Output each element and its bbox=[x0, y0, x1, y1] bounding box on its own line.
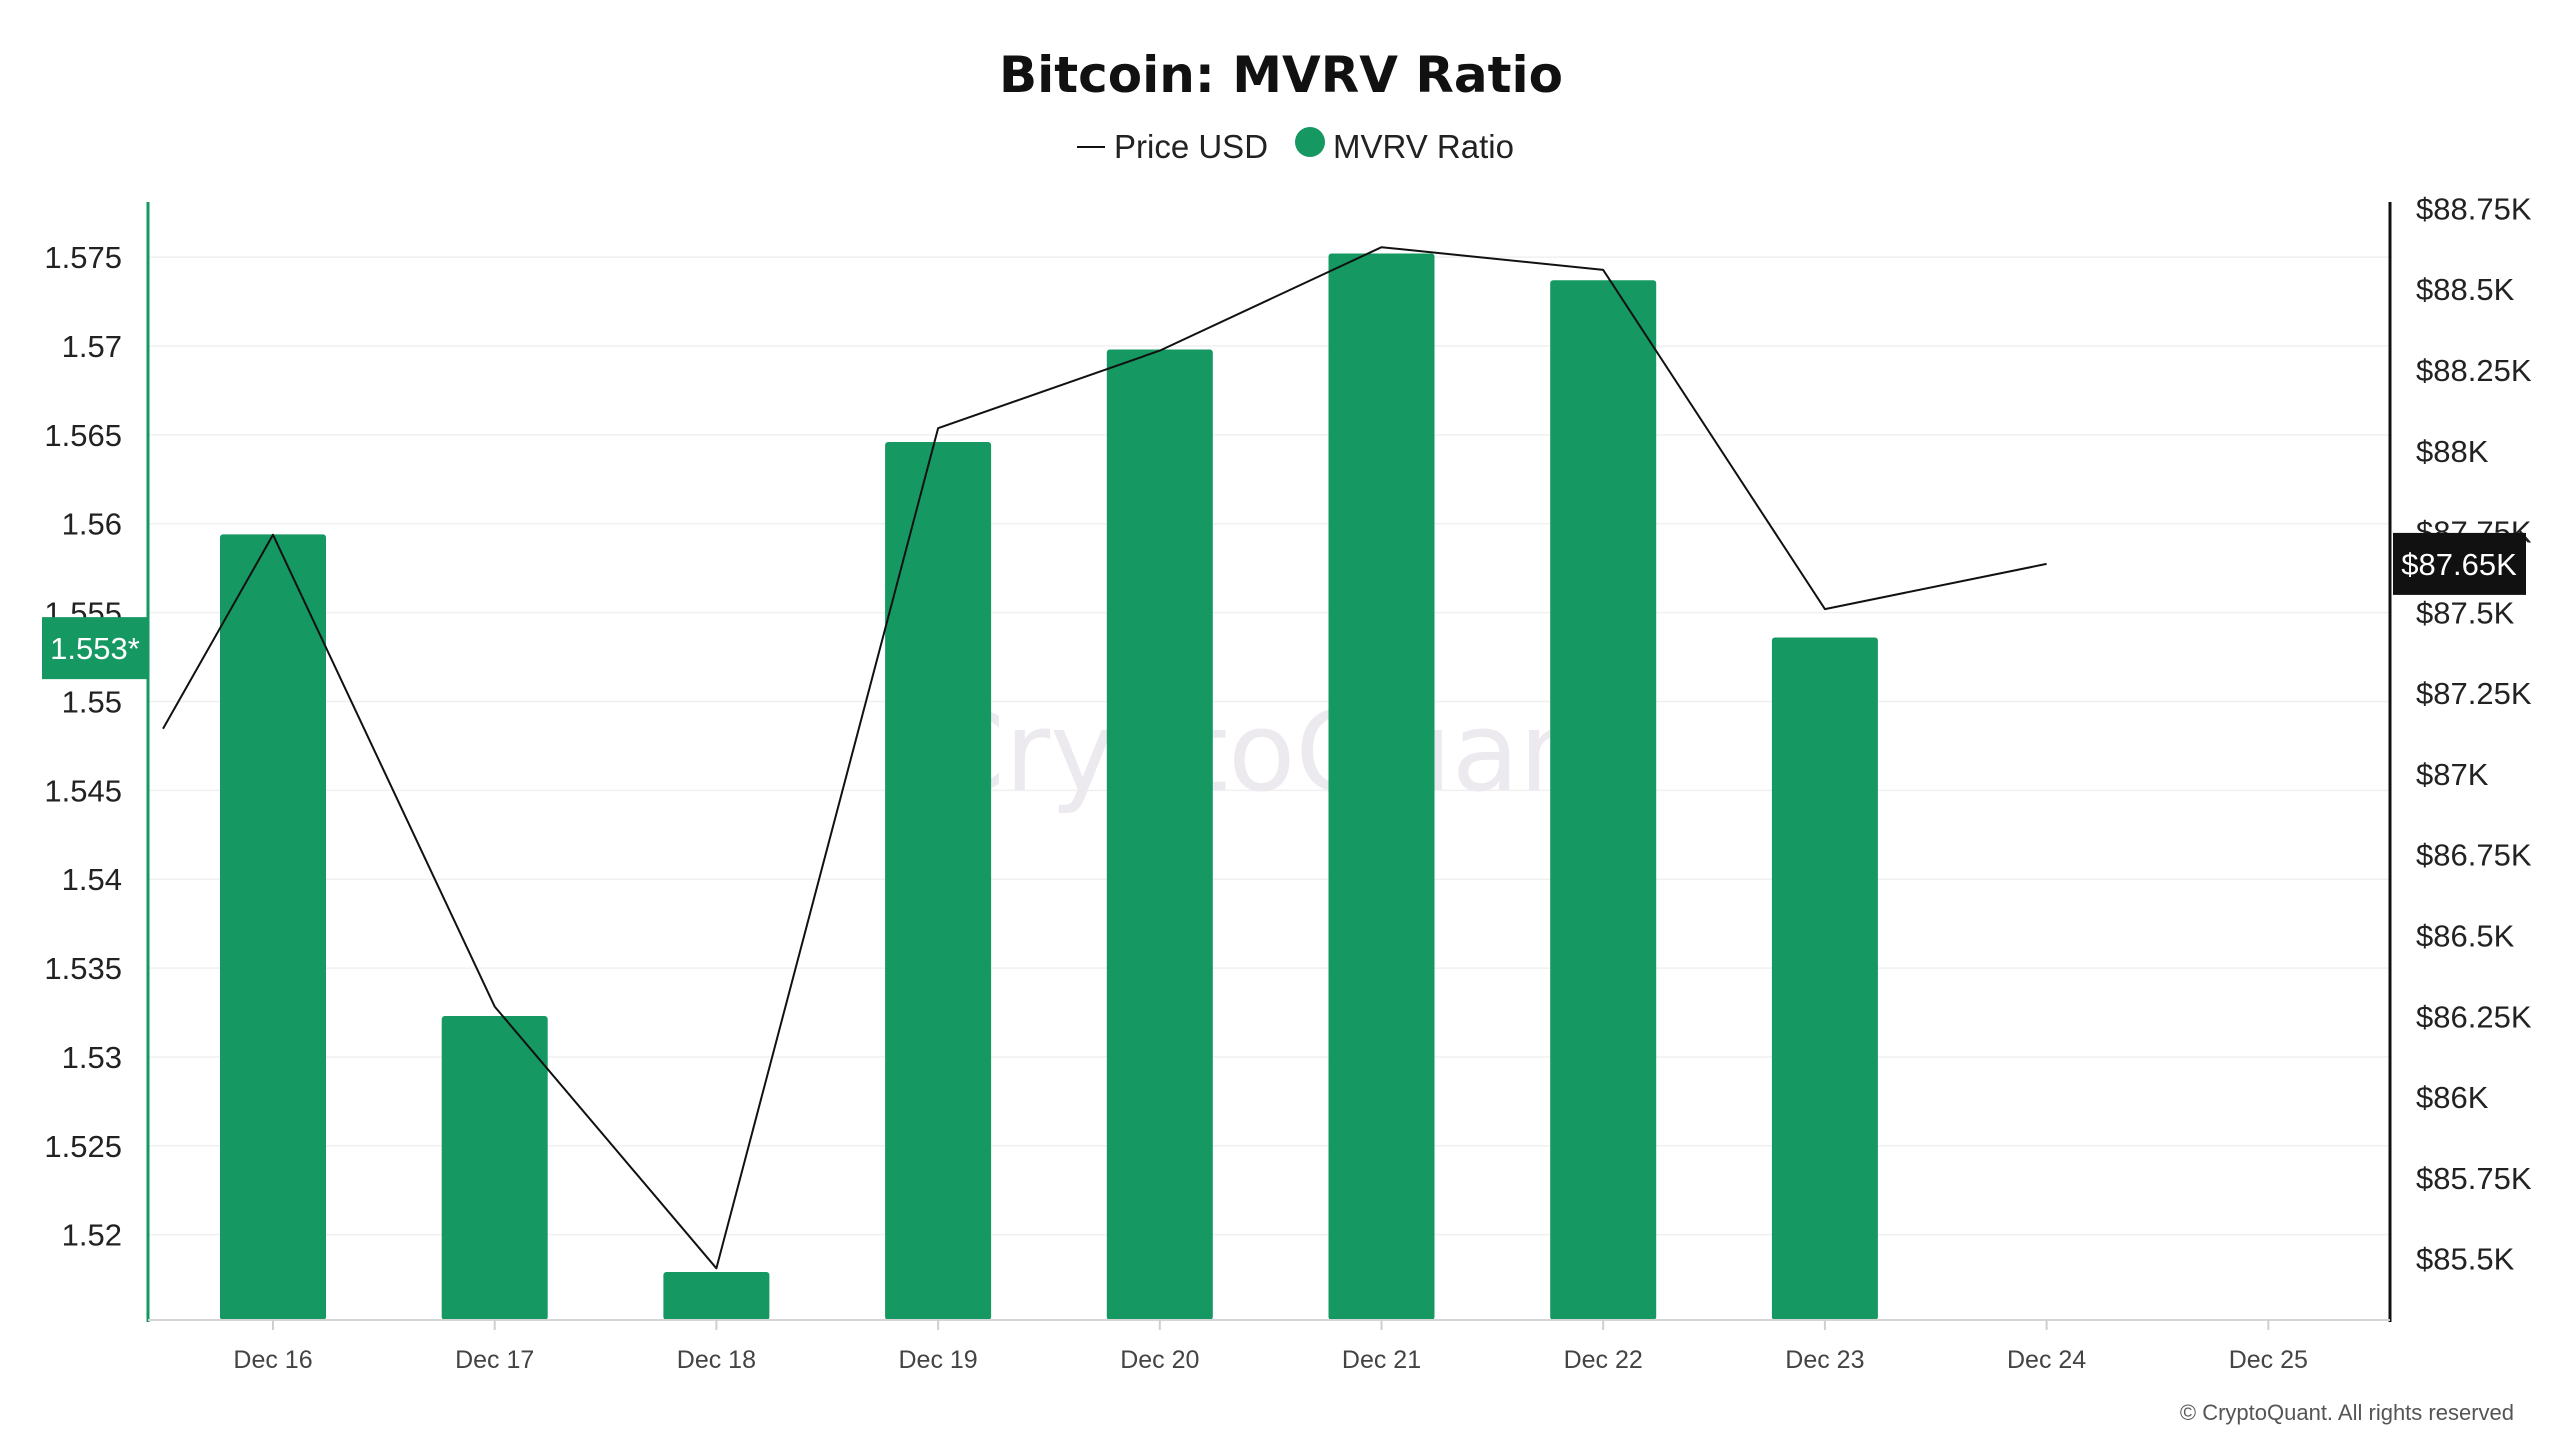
mvrv-bar-dec-23 bbox=[1771, 637, 1878, 1320]
axes-layer bbox=[146, 202, 2392, 1322]
x-tick-label: Dec 23 bbox=[1785, 1346, 1864, 1374]
left-current-value-flag bbox=[42, 617, 148, 680]
right-tick-label: $87K bbox=[2416, 757, 2489, 792]
right-current-value-label: $87.65K bbox=[2401, 547, 2517, 582]
mvrv-bar-dec-19 bbox=[885, 441, 992, 1321]
mvrv-bar-dec-22 bbox=[1550, 280, 1657, 1320]
right-axis-ticks: $85.5K $85.75K $86K $86.25K $86.5K $86.75K $87… bbox=[2416, 191, 2532, 1276]
left-tick-label: 1.56 bbox=[62, 507, 122, 542]
mvrv-bar-dec-18 bbox=[663, 1272, 770, 1320]
left-axis-ticks: 1.521.5251.531.5351.541.5451.551.5551.56… bbox=[44, 240, 122, 1253]
right-tick-label: $87.25K bbox=[2416, 676, 2532, 711]
price-usd-line bbox=[162, 246, 2047, 1270]
right-current-value-flag bbox=[2393, 532, 2526, 595]
right-tick-label: $88K bbox=[2416, 434, 2489, 469]
legend-price-label[interactable]: Price USD bbox=[1114, 128, 1268, 165]
left-tick-label: 1.57 bbox=[62, 329, 122, 364]
left-tick-label: 1.53 bbox=[62, 1040, 122, 1075]
right-tick-label: $87.5K bbox=[2416, 595, 2515, 630]
left-tick-label: 1.535 bbox=[44, 951, 122, 986]
price-line-layer bbox=[162, 246, 2047, 1270]
left-tick-label: 1.55 bbox=[62, 684, 122, 719]
left-tick-label: 1.545 bbox=[44, 773, 122, 808]
right-tick-label: $88.5K bbox=[2416, 272, 2515, 307]
mvrv-bar-dec-21 bbox=[1328, 253, 1435, 1321]
chart-title: Bitcoin: MVRV Ratio bbox=[999, 46, 1563, 104]
x-tick-label: Dec 24 bbox=[2007, 1346, 2086, 1374]
right-tick-label: $86.25K bbox=[2416, 999, 2532, 1034]
left-tick-label: 1.52 bbox=[62, 1218, 122, 1253]
mvrv-bar-dec-17 bbox=[441, 1016, 548, 1320]
right-tick-label: $85.5K bbox=[2416, 1242, 2515, 1277]
right-tick-label: $88.25K bbox=[2416, 353, 2532, 388]
x-tick-label: Dec 20 bbox=[1120, 1346, 1199, 1374]
left-tick-label: 1.54 bbox=[62, 862, 122, 897]
right-tick-label: $86.75K bbox=[2416, 838, 2532, 873]
watermark-text: CryptoQuant bbox=[928, 688, 1632, 816]
x-axis-ticks: Dec 16 Dec 17 Dec 18 Dec 19 Dec 20 Dec 21 Dec … bbox=[233, 1320, 2308, 1374]
mvrv-bar-dec-16 bbox=[220, 534, 326, 1320]
left-current-value-label: 1.553* bbox=[50, 631, 140, 666]
x-tick-label: Dec 25 bbox=[2229, 1346, 2308, 1374]
x-tick-label: Dec 16 bbox=[233, 1346, 312, 1374]
right-tick-label: $86.5K bbox=[2416, 918, 2515, 953]
x-tick-label: Dec 18 bbox=[677, 1346, 756, 1374]
right-tick-label: $85.75K bbox=[2416, 1161, 2532, 1196]
left-tick-label: 1.575 bbox=[44, 240, 122, 275]
legend: Price USD MVRV Ratio bbox=[1077, 127, 1514, 165]
legend-mvrv-label[interactable]: MVRV Ratio bbox=[1333, 128, 1514, 165]
right-tick-label: $86K bbox=[2416, 1080, 2489, 1115]
current-value-flags: 1.553* $87.65K bbox=[42, 532, 2526, 680]
bars-layer bbox=[220, 253, 1878, 1321]
x-tick-label: Dec 22 bbox=[1564, 1346, 1643, 1374]
left-tick-label: 1.565 bbox=[44, 418, 122, 453]
mvrv-bar-dec-20 bbox=[1106, 349, 1213, 1320]
right-tick-label: $88.75K bbox=[2416, 191, 2532, 226]
x-tick-label: Dec 19 bbox=[898, 1346, 977, 1374]
legend-mvrv-dot-marker bbox=[1295, 127, 1325, 157]
copyright-text: © CryptoQuant. All rights reserved bbox=[2180, 1400, 2514, 1425]
x-tick-label: Dec 21 bbox=[1342, 1346, 1421, 1374]
left-tick-label: 1.525 bbox=[44, 1129, 122, 1164]
x-tick-label: Dec 17 bbox=[455, 1346, 534, 1374]
